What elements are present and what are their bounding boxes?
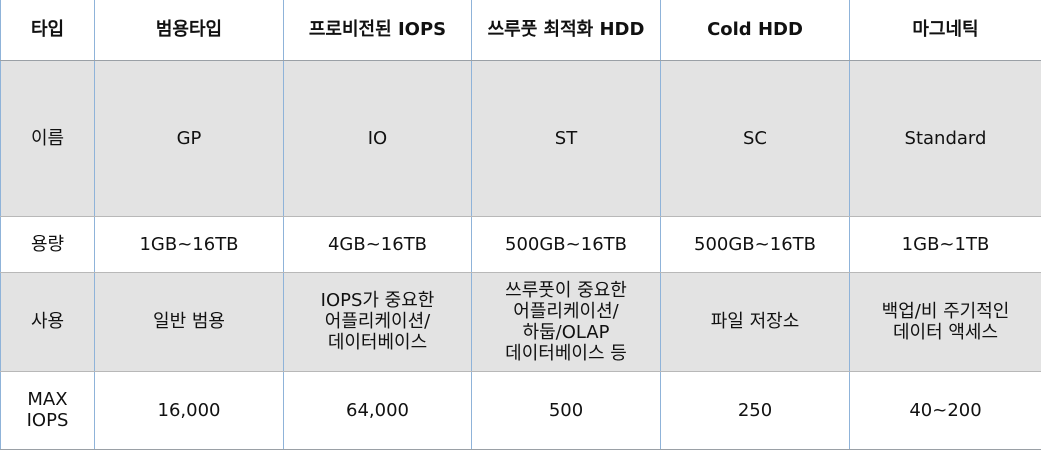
header-cell-type: 타입 [0,0,95,61]
table-cell: ST [471,59,661,217]
table-cell: 1GB~1TB [849,215,1041,273]
table-cell: 1GB~16TB [94,215,284,273]
table-cell: 백업/비 주기적인 데이터 액세스 [849,271,1041,372]
header-cell-provisioned-iops: 프로비전된 IOPS [283,0,472,61]
table-row: 이름 GP IO ST SC Standard [0,59,1041,217]
header-cell-magnetic: 마그네틱 [849,0,1041,61]
table-cell: 40~200 [849,370,1041,450]
row-label-capacity: 용량 [0,215,95,273]
table-cell: 64,000 [283,370,472,450]
table-cell: GP [94,59,284,217]
table-cell: 250 [660,370,850,450]
table-cell: Standard [849,59,1041,217]
table-cell: SC [660,59,850,217]
table-cell: IOPS가 중요한 어플리케이션/데이터베이스 [283,271,472,372]
table-cell: 16,000 [94,370,284,450]
table-cell: 쓰루풋이 중요한 어플리케이션/하둡/OLAP 데이터베이스 등 [471,271,661,372]
table-cell: 일반 범용 [94,271,284,372]
table-row: 사용 일반 범용 IOPS가 중요한 어플리케이션/데이터베이스 쓰루풋이 중요… [0,271,1041,372]
table-row: 용량 1GB~16TB 4GB~16TB 500GB~16TB 500GB~16… [0,215,1041,273]
table-cell: 500GB~16TB [471,215,661,273]
table-cell: IO [283,59,472,217]
row-label-name: 이름 [0,59,95,217]
header-cell-general-purpose: 범용타입 [94,0,284,61]
header-cell-throughput-hdd: 쓰루풋 최적화 HDD [471,0,661,61]
row-label-max-iops: MAX IOPS [0,370,95,450]
table-cell: 파일 저장소 [660,271,850,372]
row-label-usage: 사용 [0,271,95,372]
table-cell: 500 [471,370,661,450]
table-cell: 4GB~16TB [283,215,472,273]
header-cell-cold-hdd: Cold HDD [660,0,850,61]
table-row: MAX IOPS 16,000 64,000 500 250 40~200 [0,370,1041,450]
header-row: 타입 범용타입 프로비전된 IOPS 쓰루풋 최적화 HDD Cold HDD … [0,0,1041,61]
table-cell: 500GB~16TB [660,215,850,273]
